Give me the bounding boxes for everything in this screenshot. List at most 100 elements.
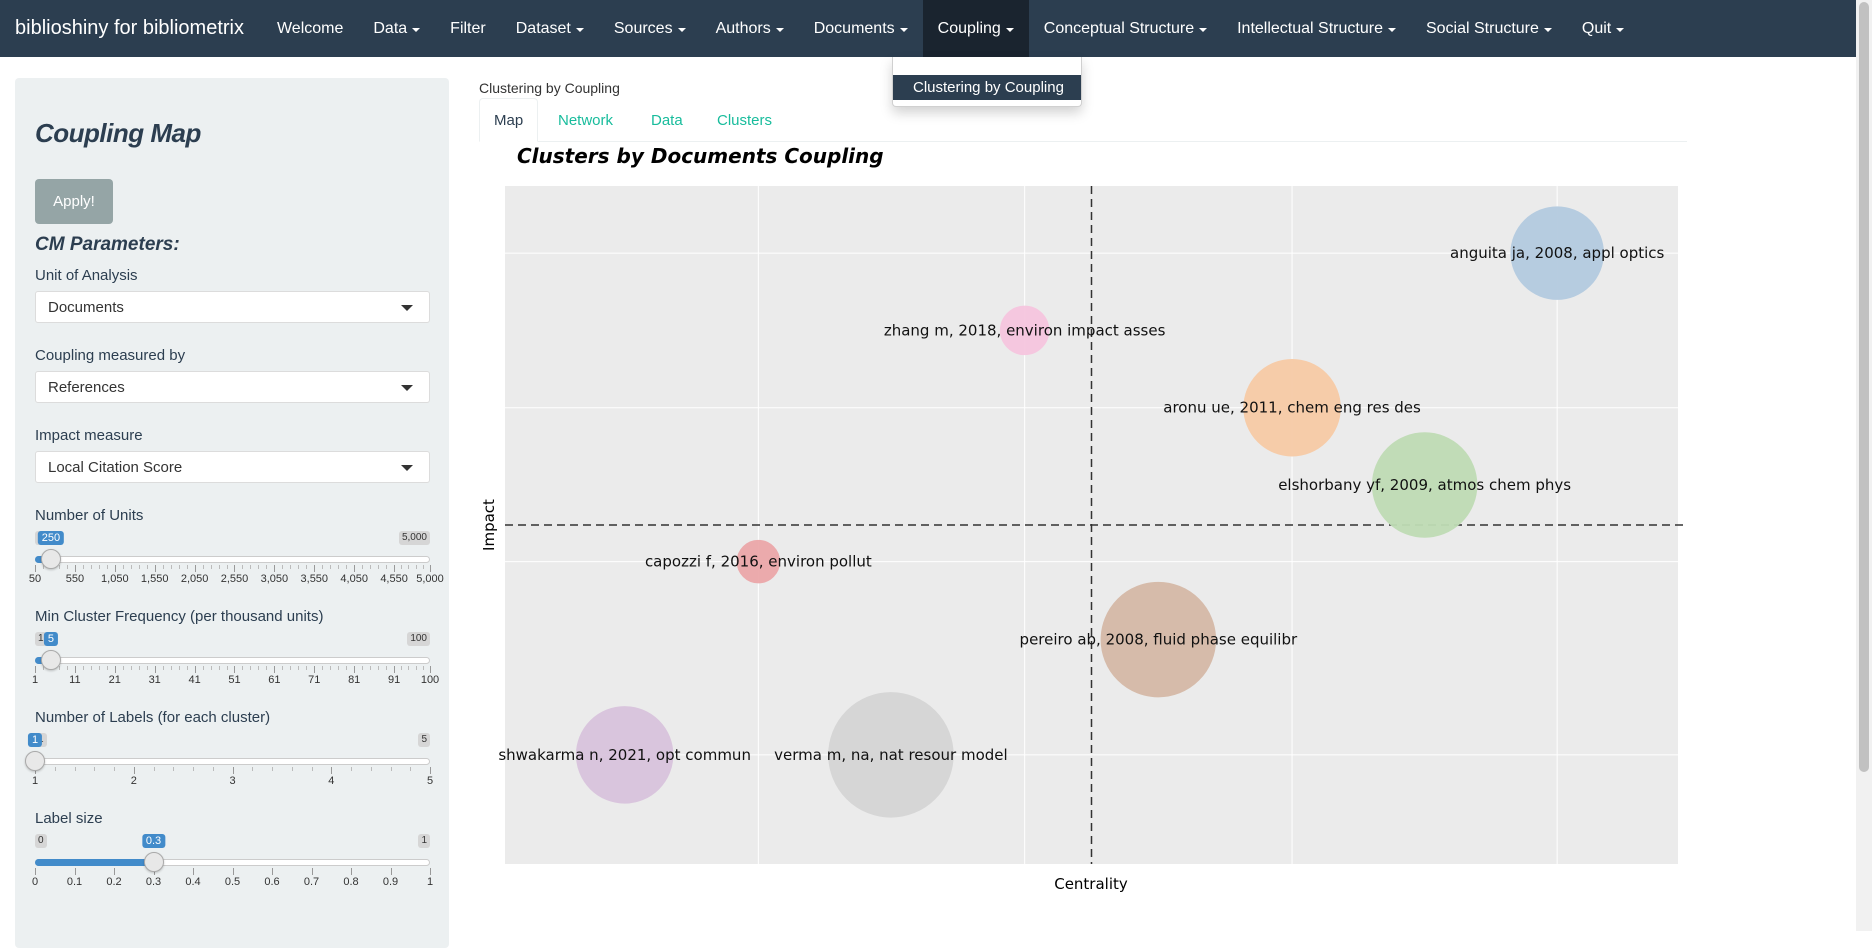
slider-minor-tick xyxy=(290,666,292,670)
tab-network[interactable]: Network xyxy=(558,111,614,129)
caret-down-icon xyxy=(775,27,784,32)
nav-sources[interactable]: Sources xyxy=(599,0,701,57)
number-of-units-slider[interactable]: 2505,000250505501,0501,5502,0502,5503,05… xyxy=(29,527,444,587)
slider-minor-tick xyxy=(415,666,417,670)
slider-minor-tick xyxy=(250,565,252,569)
nav-conceptual-structure[interactable]: Conceptual Structure xyxy=(1029,0,1222,57)
cluster-bubble[interactable] xyxy=(1510,206,1604,300)
caret-down-icon xyxy=(1616,27,1625,32)
slider-minor-tick xyxy=(346,565,348,569)
tab-map[interactable]: Map xyxy=(479,98,539,142)
menu-item-clustering-by-coupling[interactable]: Clustering by Coupling xyxy=(893,75,1081,100)
slider-track[interactable] xyxy=(35,556,430,563)
nav-label: Data xyxy=(373,19,408,37)
slider-minor-tick xyxy=(122,565,124,569)
slider-tick-label: 3,550 xyxy=(300,573,329,585)
slider-tick-label: 61 xyxy=(268,674,281,686)
nav-quit[interactable]: Quit xyxy=(1567,0,1639,57)
tab-data[interactable]: Data xyxy=(651,111,683,129)
coupling-measured-by-select[interactable]: References xyxy=(35,371,430,403)
slider-minor-tick xyxy=(66,565,68,569)
slider-minor-tick xyxy=(306,565,308,569)
slider-tick-label: 71 xyxy=(308,674,321,686)
cluster-label: elshorbany yf, 2009, atmos chem phys xyxy=(1278,476,1571,494)
slider-minor-tick xyxy=(338,565,340,569)
slider-handle[interactable] xyxy=(40,650,61,670)
slider-tick-label: 0 xyxy=(31,876,39,888)
caret-down-icon xyxy=(412,27,421,32)
slider-minor-tick xyxy=(242,666,244,670)
slider-tick xyxy=(394,666,396,673)
slider-ticks xyxy=(35,868,431,876)
cluster-bubble[interactable] xyxy=(828,692,954,818)
slider-minor-tick xyxy=(218,565,220,569)
slider-minor-tick xyxy=(130,565,132,569)
slider-handle[interactable] xyxy=(25,751,45,771)
slider-minor-tick xyxy=(212,767,214,771)
cluster-bubble[interactable] xyxy=(736,539,781,584)
slider-minor-tick xyxy=(122,666,124,670)
slider-minor-tick xyxy=(74,767,76,771)
slider-minor-tick xyxy=(210,666,212,670)
page-scrollbar[interactable] xyxy=(1856,0,1872,931)
slider-tick xyxy=(272,868,273,875)
slider-minor-tick xyxy=(170,565,172,569)
slider-minor-tick xyxy=(362,565,364,569)
slider-minor-tick xyxy=(202,666,204,670)
app-brand[interactable]: biblioshiny for bibliometrix xyxy=(15,17,244,39)
slider-track[interactable] xyxy=(35,758,430,765)
slider-minor-tick xyxy=(258,565,260,569)
slider-minor-tick xyxy=(54,767,56,771)
slider-tick-label: 4,050 xyxy=(340,573,368,585)
nav-dataset[interactable]: Dataset xyxy=(501,0,599,57)
apply-button[interactable]: Apply! xyxy=(35,179,113,224)
tab-clusters[interactable]: Clusters xyxy=(717,111,773,129)
number-of-labels-slider[interactable]: 15112345 xyxy=(25,729,433,789)
slider-handle[interactable] xyxy=(40,549,61,569)
slider-handle[interactable] xyxy=(143,852,164,872)
unit-of-analysis-value: Documents xyxy=(48,298,124,316)
cluster-label: pereiro ab, 2008, fluid phase equilibr xyxy=(1020,631,1298,649)
nav-coupling[interactable]: Coupling xyxy=(922,0,1029,57)
slider-track[interactable] xyxy=(35,657,430,664)
nav-filter[interactable]: Filter xyxy=(435,0,501,57)
nav-welcome[interactable]: Welcome xyxy=(262,0,358,57)
cluster-bubble[interactable] xyxy=(1371,432,1478,538)
slider-minor-tick xyxy=(298,666,300,670)
nav-intellectual-structure[interactable]: Intellectual Structure xyxy=(1222,0,1411,57)
params-heading: CM Parameters: xyxy=(35,234,180,255)
slider-minor-tick xyxy=(390,767,392,771)
nav-label: Filter xyxy=(450,19,486,37)
impact-measure-select[interactable]: Local Citation Score xyxy=(35,451,430,483)
cluster-bubble[interactable] xyxy=(575,706,674,804)
slider-tick-label: 1 xyxy=(31,674,39,686)
slider-minor-tick xyxy=(94,767,96,771)
slider-tick xyxy=(394,565,396,572)
slider-value-label: 250 xyxy=(37,531,65,545)
cluster-bubble[interactable] xyxy=(1243,358,1341,457)
impact-measure-label: Impact measure xyxy=(35,427,143,444)
nav-label: Intellectual Structure xyxy=(1237,19,1383,37)
label-size-slider[interactable]: 0 1 0.3 0 0.1 0.2 0.3 0.4 0.5 0.6 0.7 0.8 0.9 1 xyxy=(31,830,433,890)
nav-documents[interactable]: Documents xyxy=(799,0,923,57)
unit-of-analysis-select[interactable]: Documents xyxy=(35,291,430,323)
slider-max-label: 5 xyxy=(418,733,430,747)
slider-tick-label: 0.2 xyxy=(106,876,122,888)
scrollbar-thumb[interactable] xyxy=(1859,2,1869,772)
slider-minor-tick xyxy=(282,565,284,569)
slider-tick-label: 1 xyxy=(31,775,39,787)
nav-social-structure[interactable]: Social Structure xyxy=(1411,0,1567,57)
slider-tick-label: 2,550 xyxy=(220,573,249,585)
slider-minor-tick xyxy=(306,666,308,670)
slider-tick xyxy=(351,868,352,875)
slider-minor-tick xyxy=(272,767,273,771)
nav-authors[interactable]: Authors xyxy=(701,0,799,57)
slider-tick xyxy=(114,565,116,572)
slider-tick xyxy=(35,868,36,875)
min-cluster-frequency-slider[interactable]: 1 100 5 1 11 21 31 41 51 61 71 81 91 100 xyxy=(31,628,439,688)
cluster-bubble[interactable] xyxy=(1100,581,1217,698)
nav-data[interactable]: Data xyxy=(358,0,435,57)
slider-minor-tick xyxy=(178,666,180,670)
cluster-bubble[interactable] xyxy=(999,305,1050,356)
slider-minor-tick xyxy=(330,666,332,670)
